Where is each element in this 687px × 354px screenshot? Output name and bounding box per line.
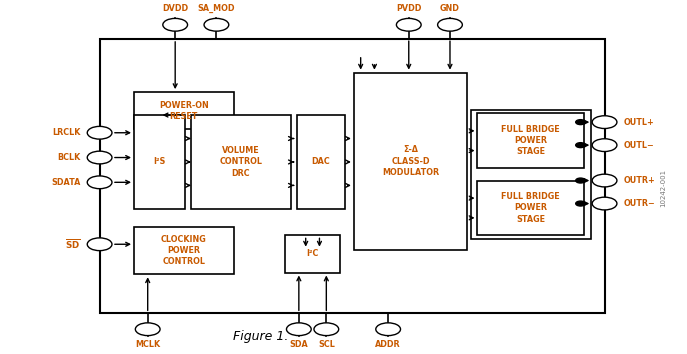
Circle shape [592,197,617,210]
Text: DAC: DAC [311,158,330,166]
Text: Figure 1.: Figure 1. [234,330,289,343]
Bar [285,235,340,273]
Text: FULL BRIDGE
POWER
STAGE: FULL BRIDGE POWER STAGE [502,192,560,224]
Text: 10242-001: 10242-001 [660,169,666,207]
Bar [477,113,584,168]
Text: FULL BRIDGE
POWER
STAGE: FULL BRIDGE POWER STAGE [502,125,560,156]
Circle shape [135,323,160,336]
Bar [191,115,291,209]
Text: DVDD: DVDD [162,4,188,13]
Bar [477,181,584,235]
Bar [134,115,185,209]
Text: I²S: I²S [153,158,166,166]
Circle shape [87,238,112,251]
Text: ADDR: ADDR [375,340,401,349]
Circle shape [314,323,339,336]
Text: OUTL−: OUTL− [624,141,655,150]
Text: POWER-ON
RESET: POWER-ON RESET [159,101,209,121]
Bar [134,227,234,274]
Circle shape [87,151,112,164]
Text: LRCLK: LRCLK [52,128,80,137]
Text: MCLK: MCLK [135,340,160,349]
Text: GND: GND [440,4,460,13]
Circle shape [592,139,617,152]
Text: BCLK: BCLK [57,153,80,162]
Bar [134,92,234,129]
Text: SCL: SCL [318,340,335,349]
Text: CLOCKING
POWER
CONTROL: CLOCKING POWER CONTROL [161,235,207,266]
Circle shape [592,116,617,129]
Text: Σ-Δ
CLASS-D
MODULATOR: Σ-Δ CLASS-D MODULATOR [382,145,439,177]
Circle shape [396,18,421,31]
Text: OUTR+: OUTR+ [624,176,655,185]
Text: OUTL+: OUTL+ [624,118,655,127]
Circle shape [163,18,188,31]
Bar [100,39,605,313]
Text: VOLUME
CONTROL
DRC: VOLUME CONTROL DRC [219,146,262,178]
Circle shape [438,18,462,31]
Circle shape [592,174,617,187]
Circle shape [87,176,112,189]
Text: I²C: I²C [306,250,319,258]
Circle shape [576,178,585,183]
Bar [354,73,467,250]
Circle shape [576,201,585,206]
Bar [471,110,591,239]
Text: SA_MOD: SA_MOD [198,4,235,13]
Circle shape [576,143,585,148]
Circle shape [576,120,585,125]
Text: $\overline{\mathbf{SD}}$: $\overline{\mathbf{SD}}$ [65,237,80,251]
Circle shape [376,323,401,336]
Circle shape [204,18,229,31]
Text: SDATA: SDATA [51,178,80,187]
Circle shape [87,126,112,139]
Text: PVDD: PVDD [396,4,421,13]
Text: SDA: SDA [289,340,308,349]
Text: OUTR−: OUTR− [624,199,655,208]
Circle shape [286,323,311,336]
Bar [297,115,345,209]
